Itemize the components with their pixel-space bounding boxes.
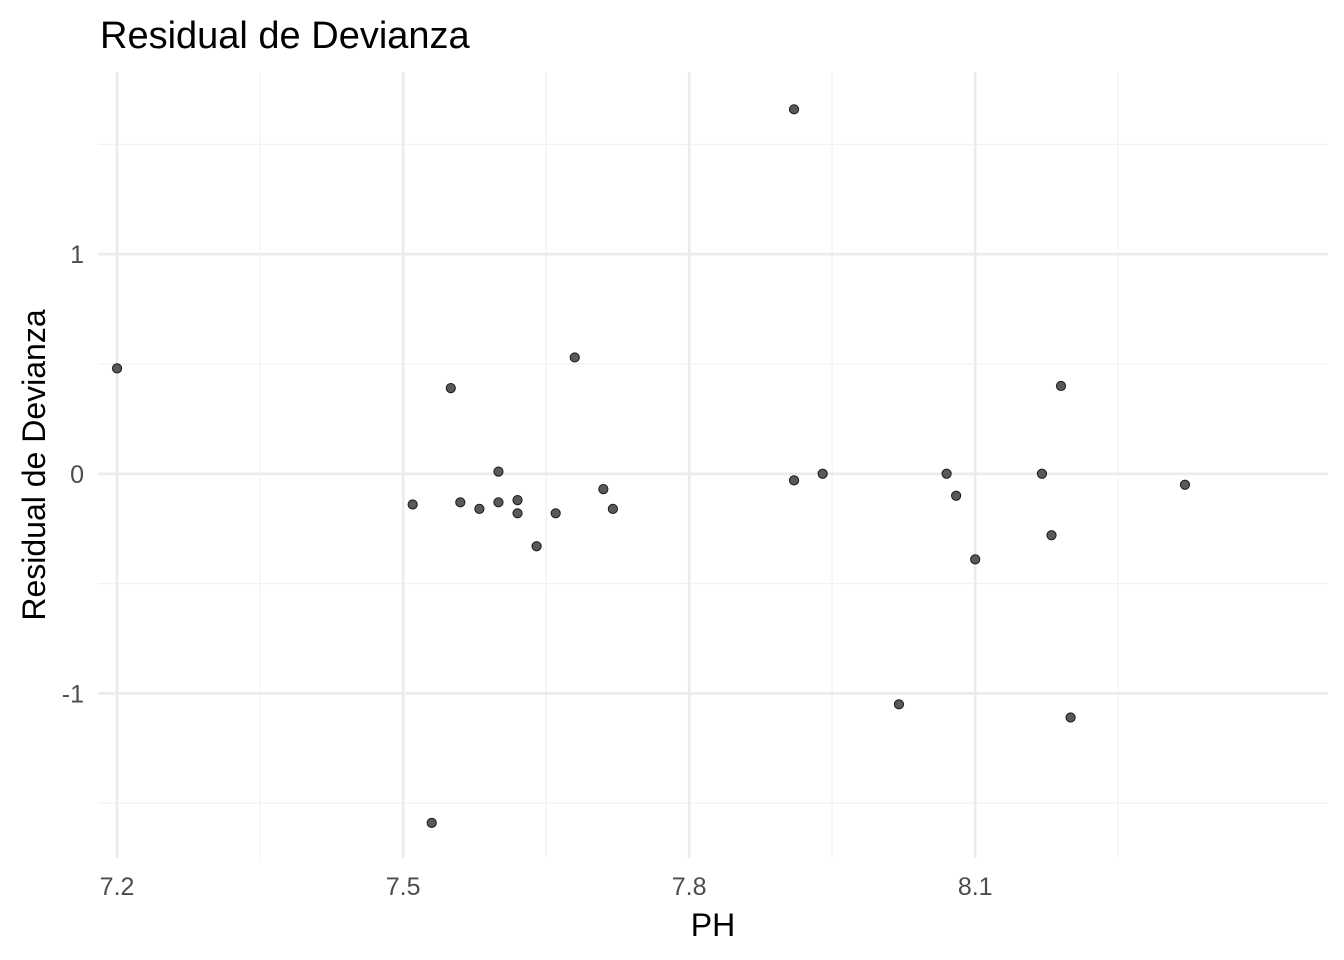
data-point bbox=[1036, 468, 1048, 479]
data-point bbox=[607, 503, 618, 515]
data-point bbox=[788, 104, 800, 115]
y-axis-title: Residual de Devianza bbox=[16, 309, 52, 621]
data-point bbox=[970, 554, 981, 565]
x-tick-label: 8.1 bbox=[958, 873, 993, 901]
data-point bbox=[111, 363, 123, 374]
minor-gridlines bbox=[98, 72, 1328, 858]
data-point bbox=[445, 383, 456, 394]
y-tick-label: -1 bbox=[62, 680, 84, 708]
data-point bbox=[493, 466, 504, 477]
y-tick-label: 0 bbox=[70, 461, 84, 489]
data-point bbox=[569, 352, 580, 363]
data-point bbox=[817, 468, 828, 479]
data-point bbox=[512, 495, 523, 506]
data-point bbox=[512, 508, 523, 519]
data-point bbox=[531, 541, 542, 552]
data-points bbox=[111, 104, 1191, 828]
data-point bbox=[455, 497, 466, 508]
data-point bbox=[1065, 712, 1076, 723]
data-point bbox=[550, 508, 561, 519]
x-axis-tick-labels: 7.2 7.5 7.8 8.1 bbox=[100, 873, 993, 901]
data-point bbox=[893, 699, 905, 710]
chart-title: Residual de Devianza bbox=[100, 15, 471, 57]
data-point bbox=[426, 817, 437, 828]
data-point bbox=[1179, 479, 1191, 490]
x-tick-label: 7.8 bbox=[672, 873, 707, 901]
data-point bbox=[941, 468, 952, 479]
data-point bbox=[1055, 380, 1067, 392]
data-point bbox=[598, 484, 609, 495]
data-point bbox=[474, 503, 485, 515]
x-axis-title: PH bbox=[691, 907, 735, 943]
major-gridlines bbox=[98, 72, 1328, 858]
x-tick-label: 7.5 bbox=[386, 873, 421, 901]
x-tick-label: 7.2 bbox=[100, 873, 135, 901]
data-point bbox=[1046, 530, 1057, 541]
data-point bbox=[951, 490, 962, 501]
y-tick-label: 1 bbox=[70, 241, 84, 269]
y-axis-tick-labels: -1 0 1 bbox=[62, 241, 84, 708]
data-point bbox=[407, 499, 418, 510]
data-point bbox=[493, 497, 504, 508]
data-point bbox=[788, 475, 800, 486]
